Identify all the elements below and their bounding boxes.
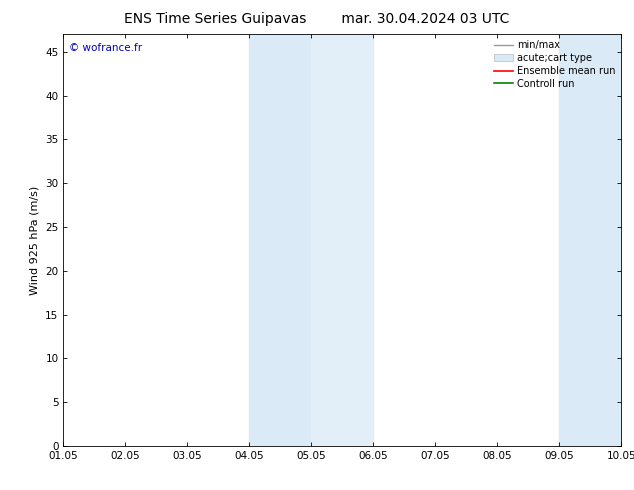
Bar bbox=[249, 34, 311, 446]
Bar bbox=[311, 34, 373, 446]
Bar bbox=[621, 34, 634, 446]
Y-axis label: Wind 925 hPa (m/s): Wind 925 hPa (m/s) bbox=[30, 186, 40, 294]
Bar bbox=[559, 34, 621, 446]
Text: ENS Time Series Guipavas        mar. 30.04.2024 03 UTC: ENS Time Series Guipavas mar. 30.04.2024… bbox=[124, 12, 510, 26]
Text: © wofrance.fr: © wofrance.fr bbox=[69, 43, 142, 52]
Legend: min/max, acute;cart type, Ensemble mean run, Controll run: min/max, acute;cart type, Ensemble mean … bbox=[489, 36, 619, 93]
